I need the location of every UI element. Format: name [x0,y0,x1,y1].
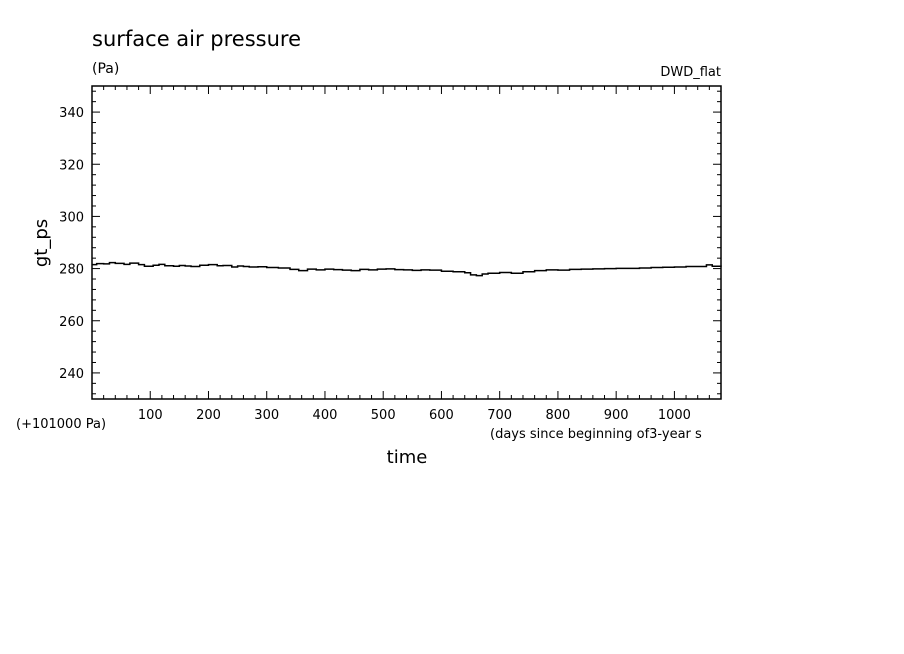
y-offset-label: (+101000 Pa) [16,417,106,432]
x-units-label: (days since beginning of3-year s [490,427,702,442]
x-tick-label: 100 [138,408,163,423]
chart-title: surface air pressure [92,27,301,51]
plot-frame [91,85,722,400]
x-tick-label: 200 [196,408,221,423]
y-tick-label: 320 [59,158,84,173]
axis-ticks [92,86,721,399]
series-group [92,261,722,277]
x-tick-label: 400 [313,408,338,423]
x-tick-label: 700 [487,408,512,423]
x-tick-label: 800 [546,408,571,423]
series-line [92,261,722,277]
y-tick-label: 240 [59,367,84,382]
x-axis-label: time [387,447,428,468]
y-axis-label: gt_ps [31,219,52,267]
y-tick-label: 260 [59,315,84,330]
x-tick-label: 1000 [658,408,691,423]
x-tick-label: 900 [604,408,629,423]
y-tick-label: 340 [59,106,84,121]
y-tick-labels: 240 260 280 300 320 340 [59,106,84,382]
y-tick-label: 280 [59,263,84,278]
x-tick-labels: 100 200 300 400 500 600 700 800 900 1000 [138,408,691,423]
y-tick-label: 300 [59,210,84,225]
dataset-label: DWD_flat [660,65,721,80]
x-tick-label: 600 [429,408,454,423]
unit-label: (Pa) [92,61,119,77]
x-tick-label: 500 [371,408,396,423]
x-tick-label: 300 [254,408,279,423]
